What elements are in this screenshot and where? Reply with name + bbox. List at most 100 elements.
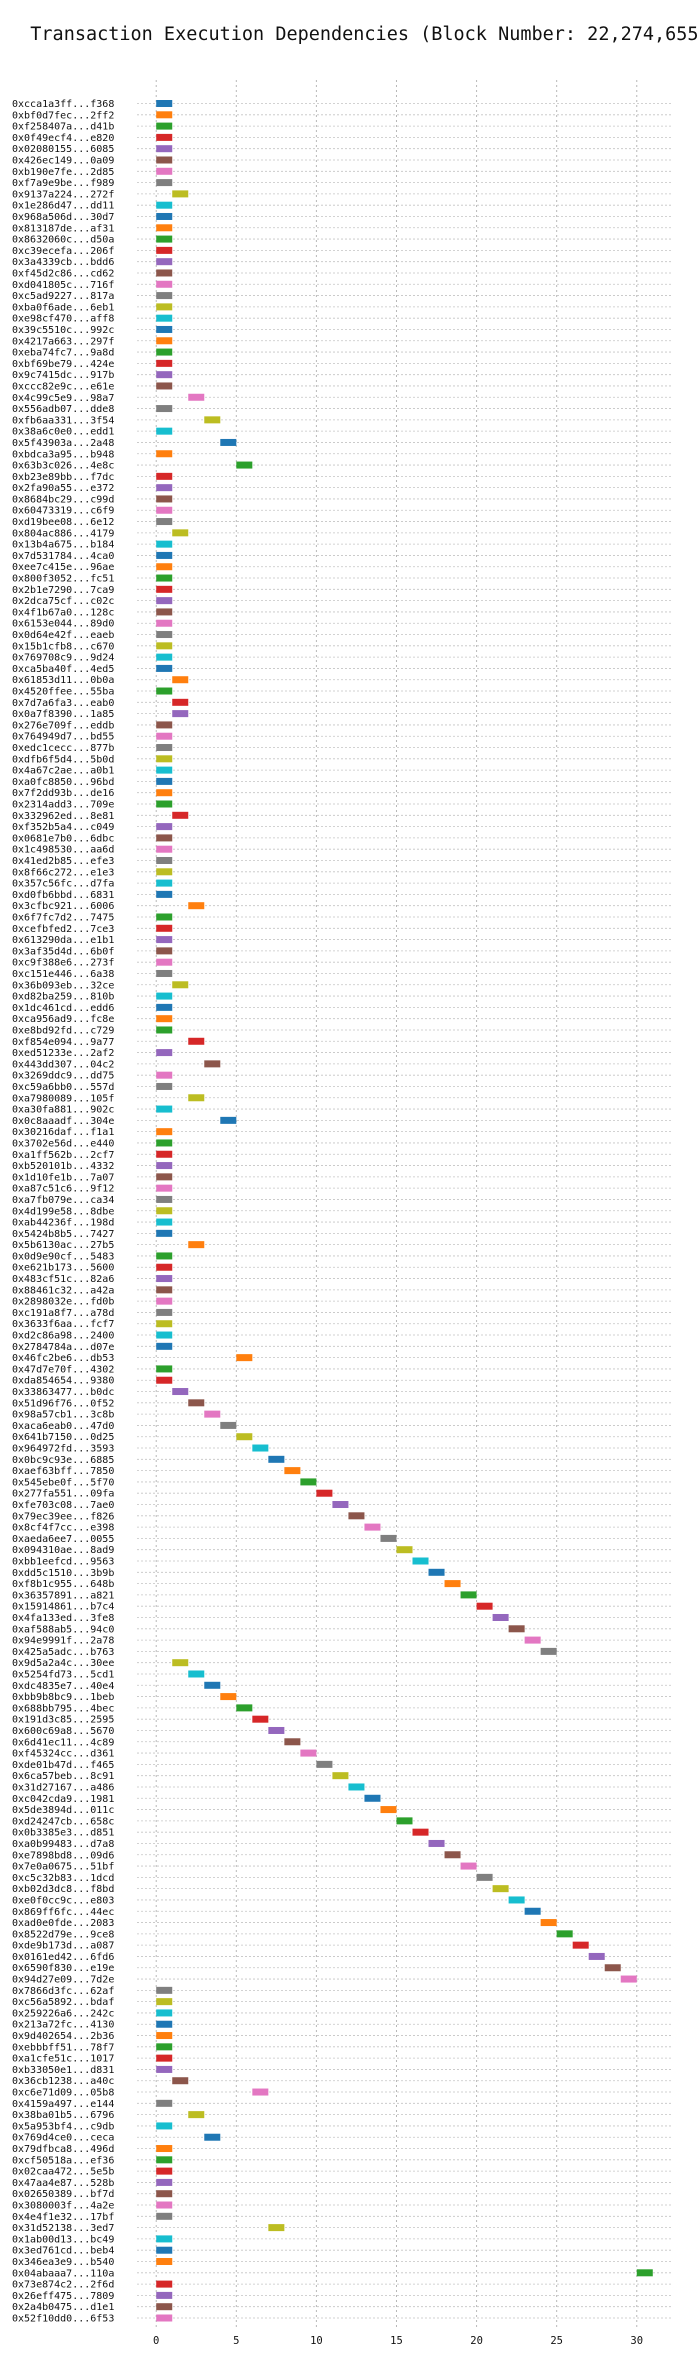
transaction-bar [268,1726,285,1734]
y-tick-label: 0x5424b8b5...7427 [12,1229,114,1240]
x-tick-label: 30 [630,2335,643,2347]
transaction-bar [156,936,173,944]
y-tick-label: 0x63b3c026...4e8c [12,461,114,472]
y-tick-label: 0x39c5510c...992c [12,325,114,336]
y-tick-label: 0xee7c415e...96ae [12,562,114,573]
transaction-bar [156,1105,173,1113]
y-tick-label: 0x769708c9...9d24 [12,653,114,664]
transaction-bar [156,631,173,639]
transaction-bar [156,845,173,853]
y-tick-label: 0x13b4a675...b184 [12,540,114,551]
transaction-bar [156,1342,173,1350]
transaction-bar [156,427,173,435]
y-tick-label: 0x443dd307...04c2 [12,1059,114,1070]
transaction-bar [156,1071,173,1079]
transaction-bar [156,1003,173,1011]
y-tick-label: 0x4f1b67a0...128c [12,607,114,618]
y-tick-label: 0x0161ed42...6fd6 [12,1952,114,1963]
transaction-bar [156,1173,173,1181]
y-tick-label: 0xde01b47d...f465 [12,1760,114,1771]
y-tick-label: 0xf8b1c955...648b [12,1579,114,1590]
transaction-bar [236,1704,253,1712]
transaction-bar [188,393,205,401]
y-tick-label: 0x3702e56d...e440 [12,1138,114,1149]
y-tick-label: 0x4d199e58...8dbe [12,1206,114,1217]
y-tick-label: 0x800f3052...fc51 [12,574,114,585]
y-tick-label: 0x02650389...bf7d [12,2189,114,2200]
transaction-bar [156,1275,173,1283]
transaction-bar [156,2235,173,2243]
transaction-bar [156,2212,173,2220]
transaction-bar [556,1930,573,1938]
y-tick-label: 0x3a4339cb...bdd6 [12,257,114,268]
transaction-bar [156,111,173,119]
y-tick-label: 0x6d41ec11...4c89 [12,1737,114,1748]
y-tick-label: 0x0f49ecf4...e820 [12,133,114,144]
transaction-bar [156,405,173,413]
y-tick-label: 0xab44236f...198d [12,1218,114,1229]
transaction-bar [156,2145,173,2153]
y-tick-label: 0x47aa4e87...528b [12,2178,114,2189]
y-tick-label: 0xca956ad9...fc8e [12,1014,114,1025]
y-tick-labels: 0xcca1a3ff...f3680xbf0d7fec...2ff20xf258… [12,99,114,2325]
y-tick-label: 0x2a4b0475...d1e1 [12,2302,114,2313]
transaction-bar [156,1026,173,1034]
y-tick-label: 0xc5ad9227...817a [12,291,114,302]
y-tick-label: 0x3080003f...4a2e [12,2201,114,2212]
y-tick-label: 0xaeda6ee7...0055 [12,1534,114,1545]
y-tick-label: 0xa7fb079e...ca34 [12,1195,114,1206]
transaction-bar [156,2065,173,2073]
transaction-bar [236,1354,253,1362]
transaction-bar [156,992,173,1000]
y-tick-label: 0xbb1eefcd...9563 [12,1557,114,1568]
y-tick-label: 0x869ff6fc...44ec [12,1907,114,1918]
transaction-bar [156,359,173,367]
y-tick-label: 0xc5c32b83...1dcd [12,1873,114,1884]
y-tick-label: 0x813187de...af31 [12,223,114,234]
transaction-bar [428,1568,445,1576]
transaction-bar [156,2314,173,2322]
transaction-bar [156,133,173,141]
transaction-bar [156,472,173,480]
transaction-bar [620,1975,637,1983]
y-tick-label: 0xa0b99483...d7a8 [12,1839,114,1850]
y-tick-label: 0x5de3894d...011c [12,1805,114,1816]
y-tick-label: 0xf854e094...9a77 [12,1037,114,1048]
transaction-bar [156,789,173,797]
y-tick-label: 0x4e4f1e32...17bf [12,2212,114,2223]
transaction-bar [156,337,173,345]
y-tick-label: 0x8cf4f7cc...e398 [12,1523,114,1534]
transaction-bar [156,856,173,864]
y-tick-label: 0x346ea3e9...b540 [12,2257,114,2268]
transaction-bar [156,258,173,266]
y-tick-label: 0xa7980089...105f [12,1093,114,1104]
transaction-bar [156,506,173,514]
transaction-bar [220,1116,237,1124]
y-tick-label: 0xd24247cb...658c [12,1816,114,1827]
transaction-bar [156,2178,173,2186]
transaction-bar [156,2032,173,2040]
y-tick-label: 0x2784784a...d07e [12,1342,114,1353]
y-tick-label: 0x4520ffee...55ba [12,687,114,698]
transaction-bar [460,1591,477,1599]
y-tick-label: 0x15914861...b7c4 [12,1602,114,1613]
y-tick-label: 0x0d64e42f...eaeb [12,630,114,641]
y-tick-label: 0x0b3385e3...d851 [12,1828,114,1839]
transaction-bar [156,348,173,356]
y-tick-label: 0xe621b173...5600 [12,1263,114,1274]
transaction-bar [172,698,189,706]
transaction-bar [156,2167,173,2175]
y-tick-label: 0xf45d2c86...cd62 [12,268,114,279]
transaction-bar [156,732,173,740]
transaction-bar [156,597,173,605]
y-tick-label: 0xaef63bff...7850 [12,1466,114,1477]
transaction-bar [156,608,173,616]
transaction-bar [156,224,173,232]
y-tick-label: 0x556adb07...dde8 [12,404,114,415]
transaction-bar [156,766,173,774]
y-tick-label: 0x94d27e09...7d2e [12,1975,114,1986]
transaction-bar [156,518,173,526]
transaction-bar [156,913,173,921]
y-tick-label: 0x47d7e70f...4302 [12,1364,114,1375]
y-tick-label: 0x3ed761cd...beb4 [12,2246,114,2257]
